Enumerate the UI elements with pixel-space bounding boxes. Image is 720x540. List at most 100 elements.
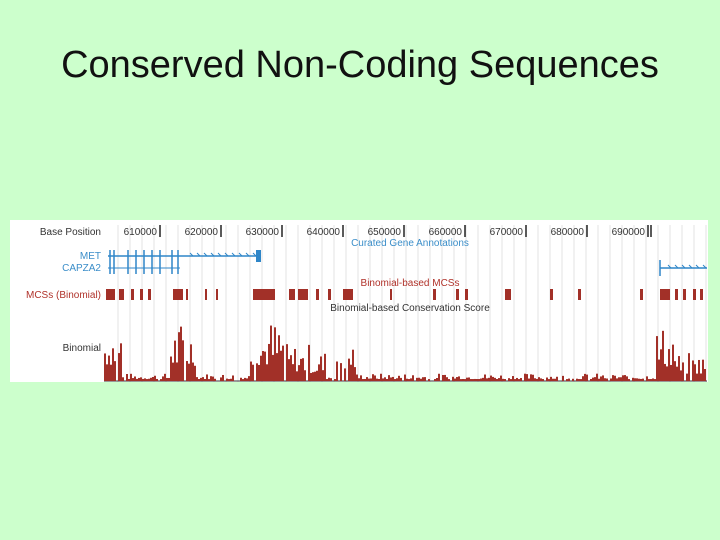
- score-bar: [128, 378, 130, 381]
- score-bar: [314, 371, 316, 381]
- gene-strand-arrow: [245, 252, 250, 257]
- met-gene-end-exon: [256, 250, 261, 262]
- score-bar: [334, 379, 336, 381]
- score-bar: [456, 377, 458, 381]
- gene-section-title: Curated Gene Annotations: [351, 238, 469, 249]
- score-bar: [304, 370, 306, 381]
- score-bar: [556, 376, 558, 381]
- mcs-block: [106, 289, 115, 300]
- score-bar: [658, 359, 660, 381]
- score-bar: [256, 363, 258, 381]
- score-bar: [276, 353, 278, 381]
- score-bar: [622, 375, 624, 381]
- score-bar: [360, 375, 362, 381]
- mcs-block: [298, 289, 308, 300]
- score-bar: [390, 377, 392, 381]
- score-bar: [410, 378, 412, 381]
- score-bar: [206, 374, 208, 381]
- score-bar: [460, 379, 462, 381]
- score-bar: [240, 377, 242, 381]
- gene-exons: [109, 250, 707, 274]
- binomial-track-label: Binomial: [63, 343, 101, 354]
- score-bar: [336, 361, 338, 381]
- score-bar: [186, 361, 188, 381]
- score-bar: [226, 378, 228, 381]
- score-bar: [618, 377, 620, 381]
- score-bar: [548, 379, 550, 381]
- score-bar: [398, 375, 400, 381]
- score-bar: [540, 378, 542, 381]
- score-bar: [214, 378, 216, 381]
- score-bar: [418, 377, 420, 381]
- score-bar: [130, 373, 132, 381]
- score-bar: [154, 375, 156, 381]
- score-bar: [530, 374, 532, 381]
- score-bar: [518, 379, 520, 381]
- score-bar: [388, 375, 390, 381]
- score-bar: [324, 353, 326, 381]
- score-bar: [160, 379, 162, 381]
- ruler-tick-label: 670000: [490, 227, 524, 238]
- score-bar: [162, 376, 164, 381]
- slide-title: Conserved Non-Coding Sequences: [61, 44, 659, 86]
- gene-capza2-label: CAPZA2: [62, 263, 101, 274]
- score-bar: [386, 378, 388, 381]
- score-bar: [594, 377, 596, 381]
- score-bar: [472, 379, 474, 381]
- score-bar: [150, 377, 152, 381]
- score-bar: [512, 376, 514, 381]
- score-bar: [120, 343, 122, 381]
- base-position-label: Base Position: [40, 227, 101, 238]
- score-bar: [638, 378, 640, 381]
- gene-strand-arrow: [210, 252, 215, 257]
- score-bar: [168, 377, 170, 381]
- ruler-tick-label: 630000: [246, 227, 280, 238]
- gene-strand-arrow: [224, 252, 229, 257]
- score-bar: [290, 355, 292, 381]
- mcs-block: [205, 289, 207, 300]
- score-bar: [452, 376, 454, 381]
- score-bar: [248, 376, 250, 381]
- score-bar: [524, 373, 526, 381]
- score-bar: [502, 378, 504, 381]
- score-bar: [438, 373, 440, 381]
- score-bar: [190, 344, 192, 381]
- score-bar: [412, 375, 414, 381]
- mcs-block: [173, 289, 183, 300]
- score-bar: [142, 378, 144, 381]
- score-bar: [202, 377, 204, 381]
- score-bar: [152, 376, 154, 381]
- score-bar: [288, 359, 290, 381]
- score-bar: [394, 379, 396, 381]
- score-bar: [362, 379, 364, 381]
- score-bar: [476, 379, 478, 381]
- score-bar: [568, 378, 570, 381]
- score-bar: [146, 379, 148, 381]
- score-bar: [196, 377, 198, 381]
- score-bar: [286, 344, 288, 381]
- score-bar: [646, 376, 648, 381]
- score-bar: [666, 366, 668, 381]
- score-bar: [598, 378, 600, 381]
- score-bar: [434, 379, 436, 381]
- gene-strand-arrow: [231, 252, 236, 257]
- score-bar: [480, 378, 482, 381]
- mcs-block: [505, 289, 511, 300]
- score-bar: [132, 378, 134, 381]
- score-bar: [420, 378, 422, 381]
- score-bar: [310, 372, 312, 381]
- score-bar: [670, 364, 672, 381]
- score-bar: [320, 356, 322, 381]
- score-bar: [532, 374, 534, 381]
- mcs-block: [148, 289, 151, 300]
- mcs-track-label: MCSs (Binomial): [26, 290, 101, 301]
- score-bar: [396, 378, 398, 381]
- score-bar: [108, 355, 110, 381]
- score-bar: [308, 344, 310, 381]
- score-bar: [252, 364, 254, 381]
- score-bar: [464, 379, 466, 381]
- score-bar: [498, 378, 500, 381]
- score-bar: [642, 378, 644, 381]
- score-bar: [496, 379, 498, 381]
- score-bar: [278, 335, 280, 381]
